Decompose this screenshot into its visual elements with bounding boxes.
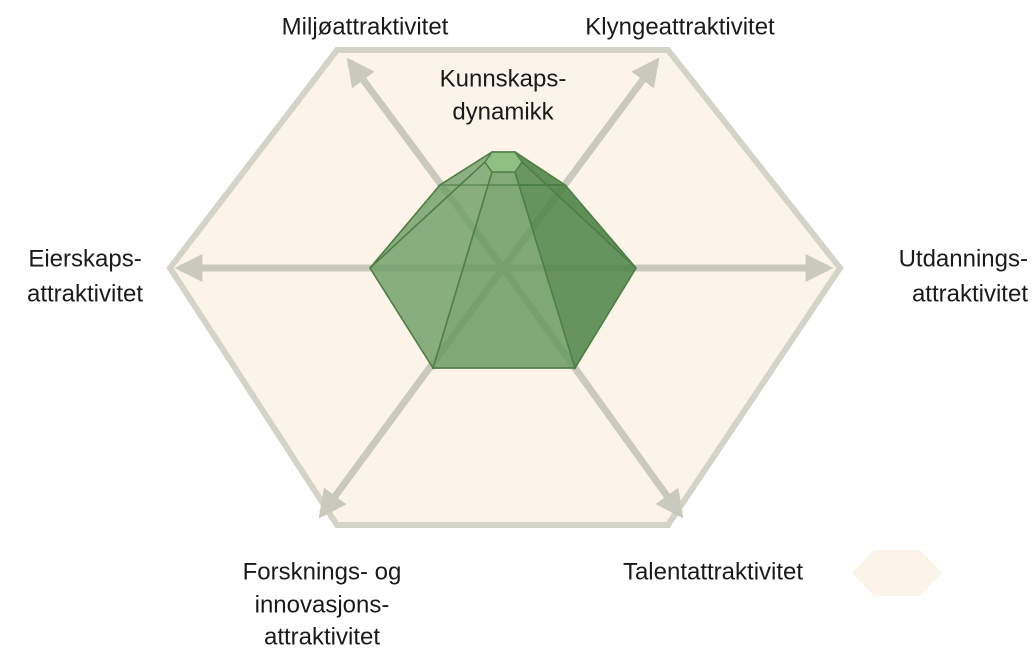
dimension-label: innovasjons- [255, 591, 390, 618]
dimension-label: attraktivitet [27, 280, 143, 307]
dimension-label: Eierskaps- [28, 245, 141, 272]
dimension-label: attraktivitet [264, 623, 380, 648]
center-label: Kunnskaps- [440, 65, 567, 92]
dimension-label: Miljøattraktivitet [282, 13, 449, 40]
center-label: dynamikk [452, 98, 554, 125]
dimension-label: attraktivitet [912, 280, 1028, 307]
legend-hexagon [852, 550, 942, 596]
dimension-label: Forsknings- og [243, 558, 402, 585]
dimension-label: Klyngeattraktivitet [585, 13, 775, 40]
green-shape [369, 151, 637, 370]
dimension-label: Talentattraktivitet [623, 558, 803, 585]
top-facet [484, 151, 523, 173]
dimension-label: Utdannings- [899, 245, 1028, 272]
